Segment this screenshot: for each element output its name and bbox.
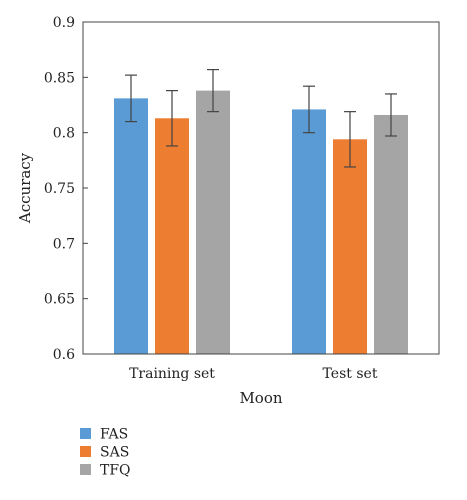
legend-swatch	[80, 446, 91, 457]
y-tick-label: 0.6	[53, 347, 75, 363]
error-bar-sas-1	[166, 90, 178, 147]
error-bar-sas-2	[344, 111, 356, 168]
x-axis-title: Moon	[239, 389, 282, 407]
bar-tfq-1	[196, 90, 230, 354]
legend-swatch	[80, 464, 91, 475]
x-axis: Training set Test set	[129, 366, 378, 382]
y-tick-label: 0.85	[44, 70, 75, 86]
error-bar-tfq-1	[207, 68, 219, 113]
bar-fas-1	[114, 98, 148, 354]
error-bars-group	[125, 68, 397, 168]
bar-sas-2	[333, 139, 367, 354]
x-tick-label: Test set	[323, 366, 378, 382]
y-tick-label: 0.8	[53, 126, 75, 142]
legend-swatch	[80, 428, 91, 439]
legend: FAS SAS TFQ	[80, 427, 131, 479]
x-tick-label: Training set	[129, 366, 215, 382]
legend-label: TFQ	[100, 463, 131, 479]
error-bar-fas-1	[125, 74, 137, 123]
y-tick-label: 0.7	[53, 236, 75, 252]
y-axis: 0.6 0.65 0.7 0.75 0.8 0.85 0.9	[44, 15, 88, 363]
legend-item-tfq: TFQ	[80, 463, 131, 479]
y-axis-title: Accuracy	[16, 152, 34, 224]
bar-fas-2	[292, 109, 326, 354]
y-tick-label: 0.65	[44, 292, 75, 308]
legend-item-sas: SAS	[80, 445, 129, 461]
legend-item-fas: FAS	[80, 427, 128, 443]
legend-label: SAS	[100, 445, 129, 461]
bar-tfq-2	[374, 114, 408, 355]
bars-group	[114, 90, 408, 355]
bar-sas-1	[155, 118, 189, 354]
y-tick-label: 0.75	[44, 181, 75, 197]
y-tick-label: 0.9	[53, 15, 75, 31]
error-bar-tfq-2	[385, 93, 397, 137]
error-bar-fas-2	[303, 85, 315, 134]
legend-label: FAS	[100, 427, 128, 443]
